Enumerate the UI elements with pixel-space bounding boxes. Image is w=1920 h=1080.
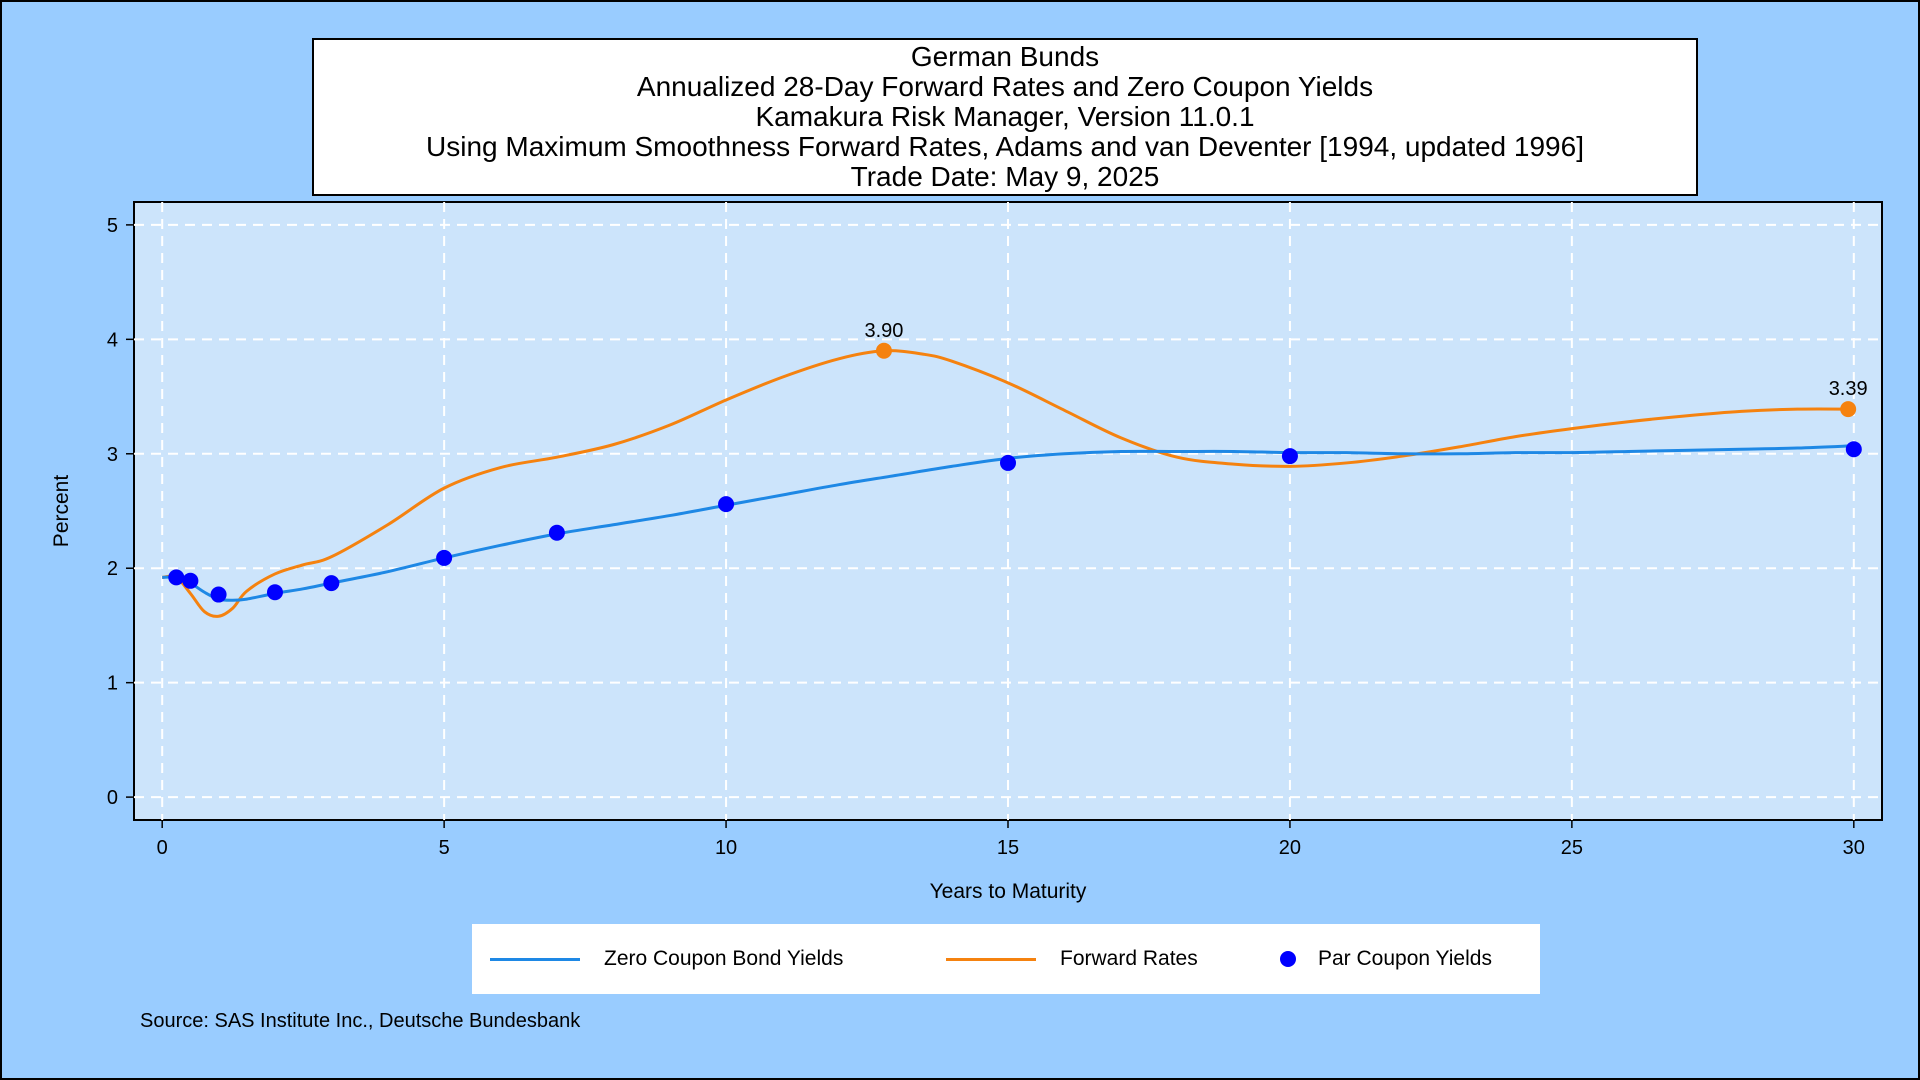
legend-item-zero: Zero Coupon Bond Yields — [490, 924, 843, 994]
annotation-point — [1840, 401, 1857, 418]
title-line-4: Using Maximum Smoothness Forward Rates, … — [426, 131, 1584, 162]
forward-rate-line — [162, 349, 1854, 618]
annotation-point — [875, 342, 892, 359]
title-line-1: German Bunds — [910, 41, 1100, 72]
x-tick-label: 0 — [157, 837, 168, 859]
title-line-2: Annualized 28-Day Forward Rates and Zero… — [636, 71, 1374, 102]
legend: Zero Coupon Bond Yields Forward Rates Pa… — [472, 924, 1540, 994]
legend-par-swatch — [1280, 951, 1296, 967]
y-tick-label: 0 — [107, 787, 118, 809]
x-tick-label: 10 — [715, 837, 737, 859]
x-axis-label: Years to Maturity — [930, 880, 1087, 903]
legend-zero-swatch — [490, 957, 580, 961]
x-tick-label: 25 — [1561, 837, 1583, 859]
legend-zero-label: Zero Coupon Bond Yields — [604, 947, 844, 970]
source-note: Source: SAS Institute Inc., Deutsche Bun… — [140, 1010, 581, 1032]
x-tick-label: 20 — [1279, 837, 1301, 859]
par-coupon-point — [266, 584, 283, 601]
y-tick-label: 5 — [107, 215, 118, 237]
annotation-label: 3.39 — [1829, 378, 1868, 400]
par-coupon-point — [1281, 448, 1298, 465]
par-coupon-point — [1845, 441, 1862, 458]
y-tick-label: 1 — [107, 673, 118, 695]
par-coupon-point — [182, 572, 199, 589]
y-axis-label: Percent — [50, 475, 73, 548]
legend-item-par: Par Coupon Yields — [1280, 924, 1492, 994]
title-line-5: Trade Date: May 9, 2025 — [850, 161, 1160, 192]
par-coupon-point — [1000, 454, 1016, 471]
title-line-3: Kamakura Risk Manager, Version 11.0.1 — [755, 101, 1255, 132]
par-coupon-point — [210, 586, 227, 603]
par-coupon-point — [323, 575, 340, 592]
par-coupon-point — [718, 496, 735, 513]
title-box: German Bunds Annualized 28-Day Forward R… — [312, 38, 1698, 196]
par-coupon-point — [548, 524, 565, 541]
x-tick-label: 5 — [439, 837, 450, 859]
y-tick-label: 3 — [107, 444, 118, 466]
par-coupon-point — [436, 549, 453, 566]
legend-forward-swatch — [946, 957, 1036, 961]
y-tick-label: 2 — [107, 558, 118, 580]
x-tick-label: 15 — [997, 837, 1019, 859]
legend-forward-label: Forward Rates — [1060, 947, 1198, 970]
legend-item-forward: Forward Rates — [946, 924, 1198, 994]
y-tick-label: 4 — [107, 329, 118, 351]
annotation-label: 3.90 — [864, 320, 903, 342]
zero-coupon-line — [162, 444, 1854, 602]
par-coupon-point — [168, 569, 185, 586]
legend-par-label: Par Coupon Yields — [1318, 947, 1492, 970]
x-tick-label: 30 — [1843, 837, 1865, 859]
